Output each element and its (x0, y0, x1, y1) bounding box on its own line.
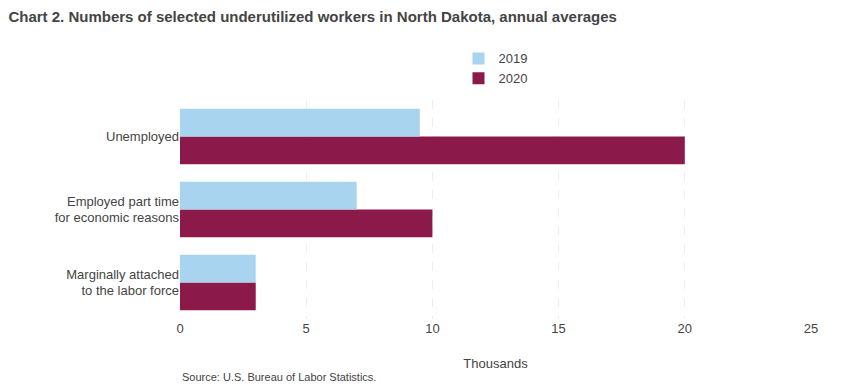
svg-text:15: 15 (551, 321, 565, 336)
svg-text:25: 25 (804, 321, 818, 336)
svg-text:Thousands: Thousands (463, 356, 528, 371)
svg-text:20: 20 (678, 321, 692, 336)
svg-text:Chart 2. Numbers of selected u: Chart 2. Numbers of selected underutiliz… (8, 8, 617, 25)
svg-text:2020: 2020 (499, 71, 528, 86)
svg-text:2019: 2019 (499, 51, 528, 66)
svg-text:Employed part timefor economic: Employed part timefor economic reasons (55, 194, 180, 226)
svg-text:0: 0 (176, 321, 183, 336)
svg-text:Unemployed: Unemployed (106, 129, 179, 144)
svg-text:Source: U.S. Bureau of Labor S: Source: U.S. Bureau of Labor Statistics. (182, 371, 376, 383)
svg-text:5: 5 (303, 321, 310, 336)
svg-text:Marginally attachedto the labo: Marginally attachedto the labor force (66, 267, 179, 299)
svg-text:10: 10 (425, 321, 439, 336)
